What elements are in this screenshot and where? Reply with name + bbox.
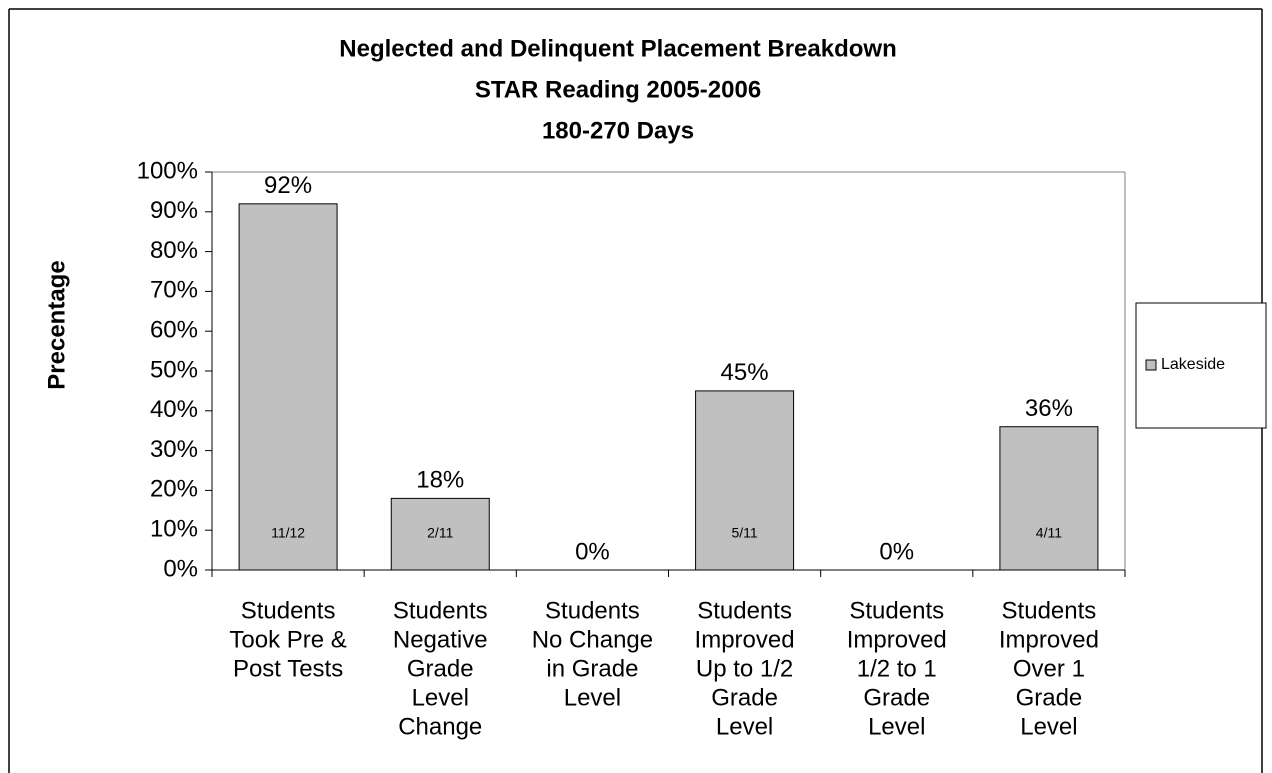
x-tick-label: Students <box>241 597 336 624</box>
y-tick-label: 70% <box>150 277 198 304</box>
x-tick-label: Improved <box>847 626 947 653</box>
value-label: 45% <box>721 359 769 386</box>
y-tick-label: 30% <box>150 436 198 463</box>
value-label: 36% <box>1025 395 1073 422</box>
value-label: 18% <box>416 467 464 494</box>
x-tick-label: Grade <box>711 684 778 711</box>
x-tick-label: Students <box>849 597 944 624</box>
x-tick-label: Negative <box>393 626 488 653</box>
y-axis-title: Precentage <box>43 260 70 389</box>
x-tick-label: Level <box>716 713 773 740</box>
x-tick-label: in Grade <box>546 655 638 682</box>
bar <box>238 203 338 571</box>
legend-swatch <box>1145 359 1157 371</box>
value-label: 0% <box>879 538 914 565</box>
x-tick-label: Students <box>393 597 488 624</box>
x-tick-label: Level <box>868 713 925 740</box>
x-tick-label: Post Tests <box>233 655 343 682</box>
x-tick-label: Took Pre & <box>229 626 346 653</box>
x-tick-label: Over 1 <box>1013 655 1085 682</box>
y-tick-label: 90% <box>150 197 198 224</box>
x-tick-label: Grade <box>863 684 930 711</box>
bar <box>999 426 1099 571</box>
y-tick-label: 60% <box>150 317 198 344</box>
x-tick-label: Improved <box>695 626 795 653</box>
legend-box <box>1135 302 1267 429</box>
count-label: 4/11 <box>1036 525 1062 541</box>
legend-label: Lakeside <box>1161 356 1225 373</box>
x-tick-label: 1/2 to 1 <box>857 655 937 682</box>
x-tick-label: Level <box>1020 713 1077 740</box>
y-tick-label: 20% <box>150 476 198 503</box>
y-tick-label: 40% <box>150 396 198 423</box>
x-tick-label: Level <box>412 684 469 711</box>
x-tick-label: Grade <box>407 655 474 682</box>
y-tick-label: 50% <box>150 356 198 383</box>
y-tick-label: 0% <box>163 555 198 582</box>
x-tick-label: Change <box>398 713 482 740</box>
bar <box>695 390 795 571</box>
x-tick-label: Students <box>545 597 640 624</box>
chart-title: Neglected and Delinquent Placement Break… <box>339 35 896 62</box>
chart-title: STAR Reading 2005-2006 <box>475 76 761 103</box>
x-tick-label: Grade <box>1016 684 1083 711</box>
value-label: 92% <box>264 172 312 199</box>
x-tick-label: Level <box>564 684 621 711</box>
y-tick-label: 80% <box>150 237 198 264</box>
count-label: 2/11 <box>427 525 453 541</box>
x-tick-label: No Change <box>532 626 653 653</box>
x-tick-label: Students <box>1002 597 1097 624</box>
x-tick-label: Improved <box>999 626 1099 653</box>
count-label: 11/12 <box>271 525 305 541</box>
value-label: 0% <box>575 538 610 565</box>
y-tick-label: 100% <box>137 157 198 184</box>
chart-title: 180-270 Days <box>542 117 694 144</box>
y-tick-label: 10% <box>150 516 198 543</box>
x-tick-label: Up to 1/2 <box>696 655 793 682</box>
count-label: 5/11 <box>731 525 757 541</box>
x-tick-label: Students <box>697 597 792 624</box>
